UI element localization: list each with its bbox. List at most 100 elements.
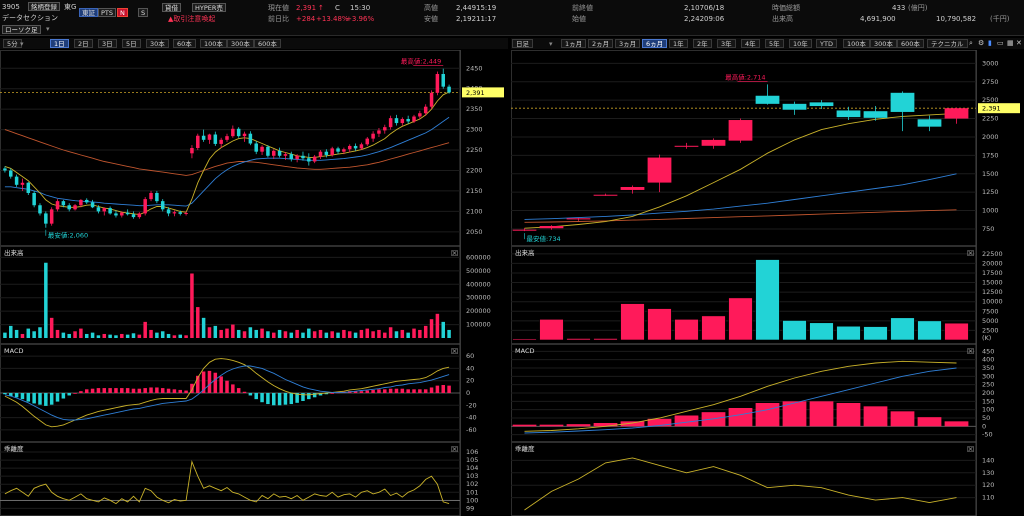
macd-hist-bar — [400, 388, 405, 393]
chart-style-select[interactable]: ローソク足 — [2, 25, 41, 34]
panel-label: 乖離度 — [515, 444, 535, 453]
axis-tick-label: 40 — [466, 364, 474, 372]
left-intraday-chart[interactable]: 2450240023502300225022002150210020506000… — [0, 50, 508, 516]
range-button-2[interactable]: 3ヵ月 — [615, 39, 641, 48]
close-icon[interactable]: ☒ — [451, 445, 458, 454]
range-button-13[interactable]: 600本 — [897, 39, 924, 48]
volume-bar — [196, 307, 200, 338]
range-button-7[interactable]: 300本 — [227, 39, 254, 48]
axis-tick-label: 0 — [982, 422, 986, 430]
chevron-down-icon[interactable]: ▾ — [20, 40, 24, 48]
candle — [96, 207, 101, 212]
range-button-8[interactable]: 5年 — [765, 39, 784, 48]
period-select[interactable]: 日足 — [512, 39, 533, 48]
last-price-tag — [462, 87, 504, 98]
range-button-2[interactable]: 3日 — [98, 39, 117, 48]
candle — [9, 170, 13, 177]
volume-bar — [593, 338, 618, 341]
range-button-12[interactable]: 300本 — [870, 39, 897, 48]
macd-hist-bar — [9, 393, 13, 397]
right-daily-chart[interactable]: 3000275025002250200017501500125010007502… — [511, 50, 1024, 516]
quote-header: 3905 銘柄登録 東G 東証 PTS N S データセクション 貸借 HYPE… — [0, 0, 1024, 36]
close-icon[interactable]: ☒ — [967, 347, 974, 356]
axis-tick-label: 2300 — [466, 126, 483, 134]
register-button[interactable]: 銘柄登録 — [28, 2, 60, 11]
candle — [836, 110, 861, 118]
close-icon[interactable]: ☒ — [967, 445, 974, 454]
range-button-9[interactable]: 10年 — [789, 39, 812, 48]
search-icon[interactable]: ⌕ — [969, 39, 973, 47]
macd-hist-bar — [782, 401, 807, 427]
current-value: 2,391 — [296, 4, 317, 12]
hyper-button[interactable]: HYPER売 — [192, 3, 226, 12]
macd-hist-bar — [447, 385, 451, 393]
candle — [102, 208, 107, 212]
range-button-8[interactable]: 600本 — [254, 39, 281, 48]
open-time: 09:06 — [704, 15, 725, 23]
pts-button[interactable]: PTS — [98, 8, 117, 17]
candle — [394, 118, 399, 124]
macd-hist-bar — [125, 388, 130, 393]
technical-button[interactable]: テクニカル — [927, 39, 968, 48]
volume-bar — [201, 317, 206, 338]
macd-hist-bar — [944, 421, 969, 427]
volume-bar — [55, 329, 60, 338]
macd-hist-bar — [236, 388, 241, 393]
range-button-1[interactable]: 2ヵ月 — [588, 39, 614, 48]
volume-bar — [277, 329, 282, 338]
volume-bar — [61, 332, 66, 338]
volume-bar — [318, 329, 323, 338]
chevron-down-icon[interactable]: ▾ — [549, 40, 553, 48]
macd-hist-bar — [184, 390, 188, 393]
close-icon[interactable]: ☒ — [451, 249, 458, 258]
volume-bar — [3, 332, 7, 338]
candle — [242, 133, 247, 137]
exchange-button[interactable]: 東証 — [79, 8, 98, 17]
candle — [248, 133, 253, 144]
axis-tick-label: 3000 — [982, 59, 999, 67]
range-button-11[interactable]: 100本 — [843, 39, 870, 48]
bar-chart-icon[interactable]: ▮ — [988, 39, 992, 47]
range-button-10[interactable]: YTD — [816, 39, 837, 48]
range-button-5[interactable]: 2年 — [693, 39, 712, 48]
axis-tick-label: 12500 — [982, 288, 1003, 296]
volume-bar — [207, 327, 212, 338]
axis-tick-label: 7500 — [982, 307, 999, 315]
volume-bar — [674, 319, 699, 341]
candle — [172, 212, 177, 214]
candle — [190, 148, 194, 154]
candle — [371, 133, 375, 139]
period-select[interactable]: 5分 — [3, 39, 22, 48]
axis-tick-label: 50 — [982, 414, 990, 422]
window-icon[interactable]: ▭ — [997, 39, 1004, 47]
macd-hist-bar — [674, 415, 699, 427]
range-button-0[interactable]: 1日 — [50, 39, 69, 48]
range-button-1[interactable]: 2日 — [74, 39, 93, 48]
range-button-6[interactable]: 3年 — [717, 39, 736, 48]
candle — [347, 145, 352, 150]
range-button-7[interactable]: 4年 — [741, 39, 760, 48]
range-button-5[interactable]: 60本 — [173, 39, 196, 48]
candle — [593, 194, 618, 196]
gear-icon[interactable]: ⚙ — [978, 39, 985, 47]
s-icon[interactable]: S — [138, 8, 149, 17]
close-icon[interactable]: ☒ — [967, 249, 974, 258]
candle — [283, 154, 288, 156]
range-button-4[interactable]: 30本 — [146, 39, 169, 48]
volume-bar — [14, 329, 19, 338]
macd-hist-bar — [96, 388, 101, 393]
range-button-3[interactable]: 6ヵ月 — [642, 39, 668, 48]
range-button-3[interactable]: 5日 — [122, 39, 141, 48]
news-icon[interactable]: N — [117, 8, 128, 17]
macd-hist-bar — [406, 389, 410, 393]
range-button-6[interactable]: 100本 — [200, 39, 227, 48]
close-icon[interactable]: ✕ — [1016, 39, 1022, 47]
close-icon[interactable]: ☒ — [451, 347, 458, 356]
chevron-down-icon[interactable]: ▾ — [46, 25, 50, 33]
axis-tick-label: 250 — [982, 381, 994, 389]
candle — [44, 213, 48, 224]
grid-icon[interactable]: ▦ — [1007, 39, 1014, 47]
macd-hist-bar — [143, 388, 147, 393]
range-button-0[interactable]: 1ヵ月 — [561, 39, 587, 48]
range-button-4[interactable]: 1年 — [669, 39, 688, 48]
